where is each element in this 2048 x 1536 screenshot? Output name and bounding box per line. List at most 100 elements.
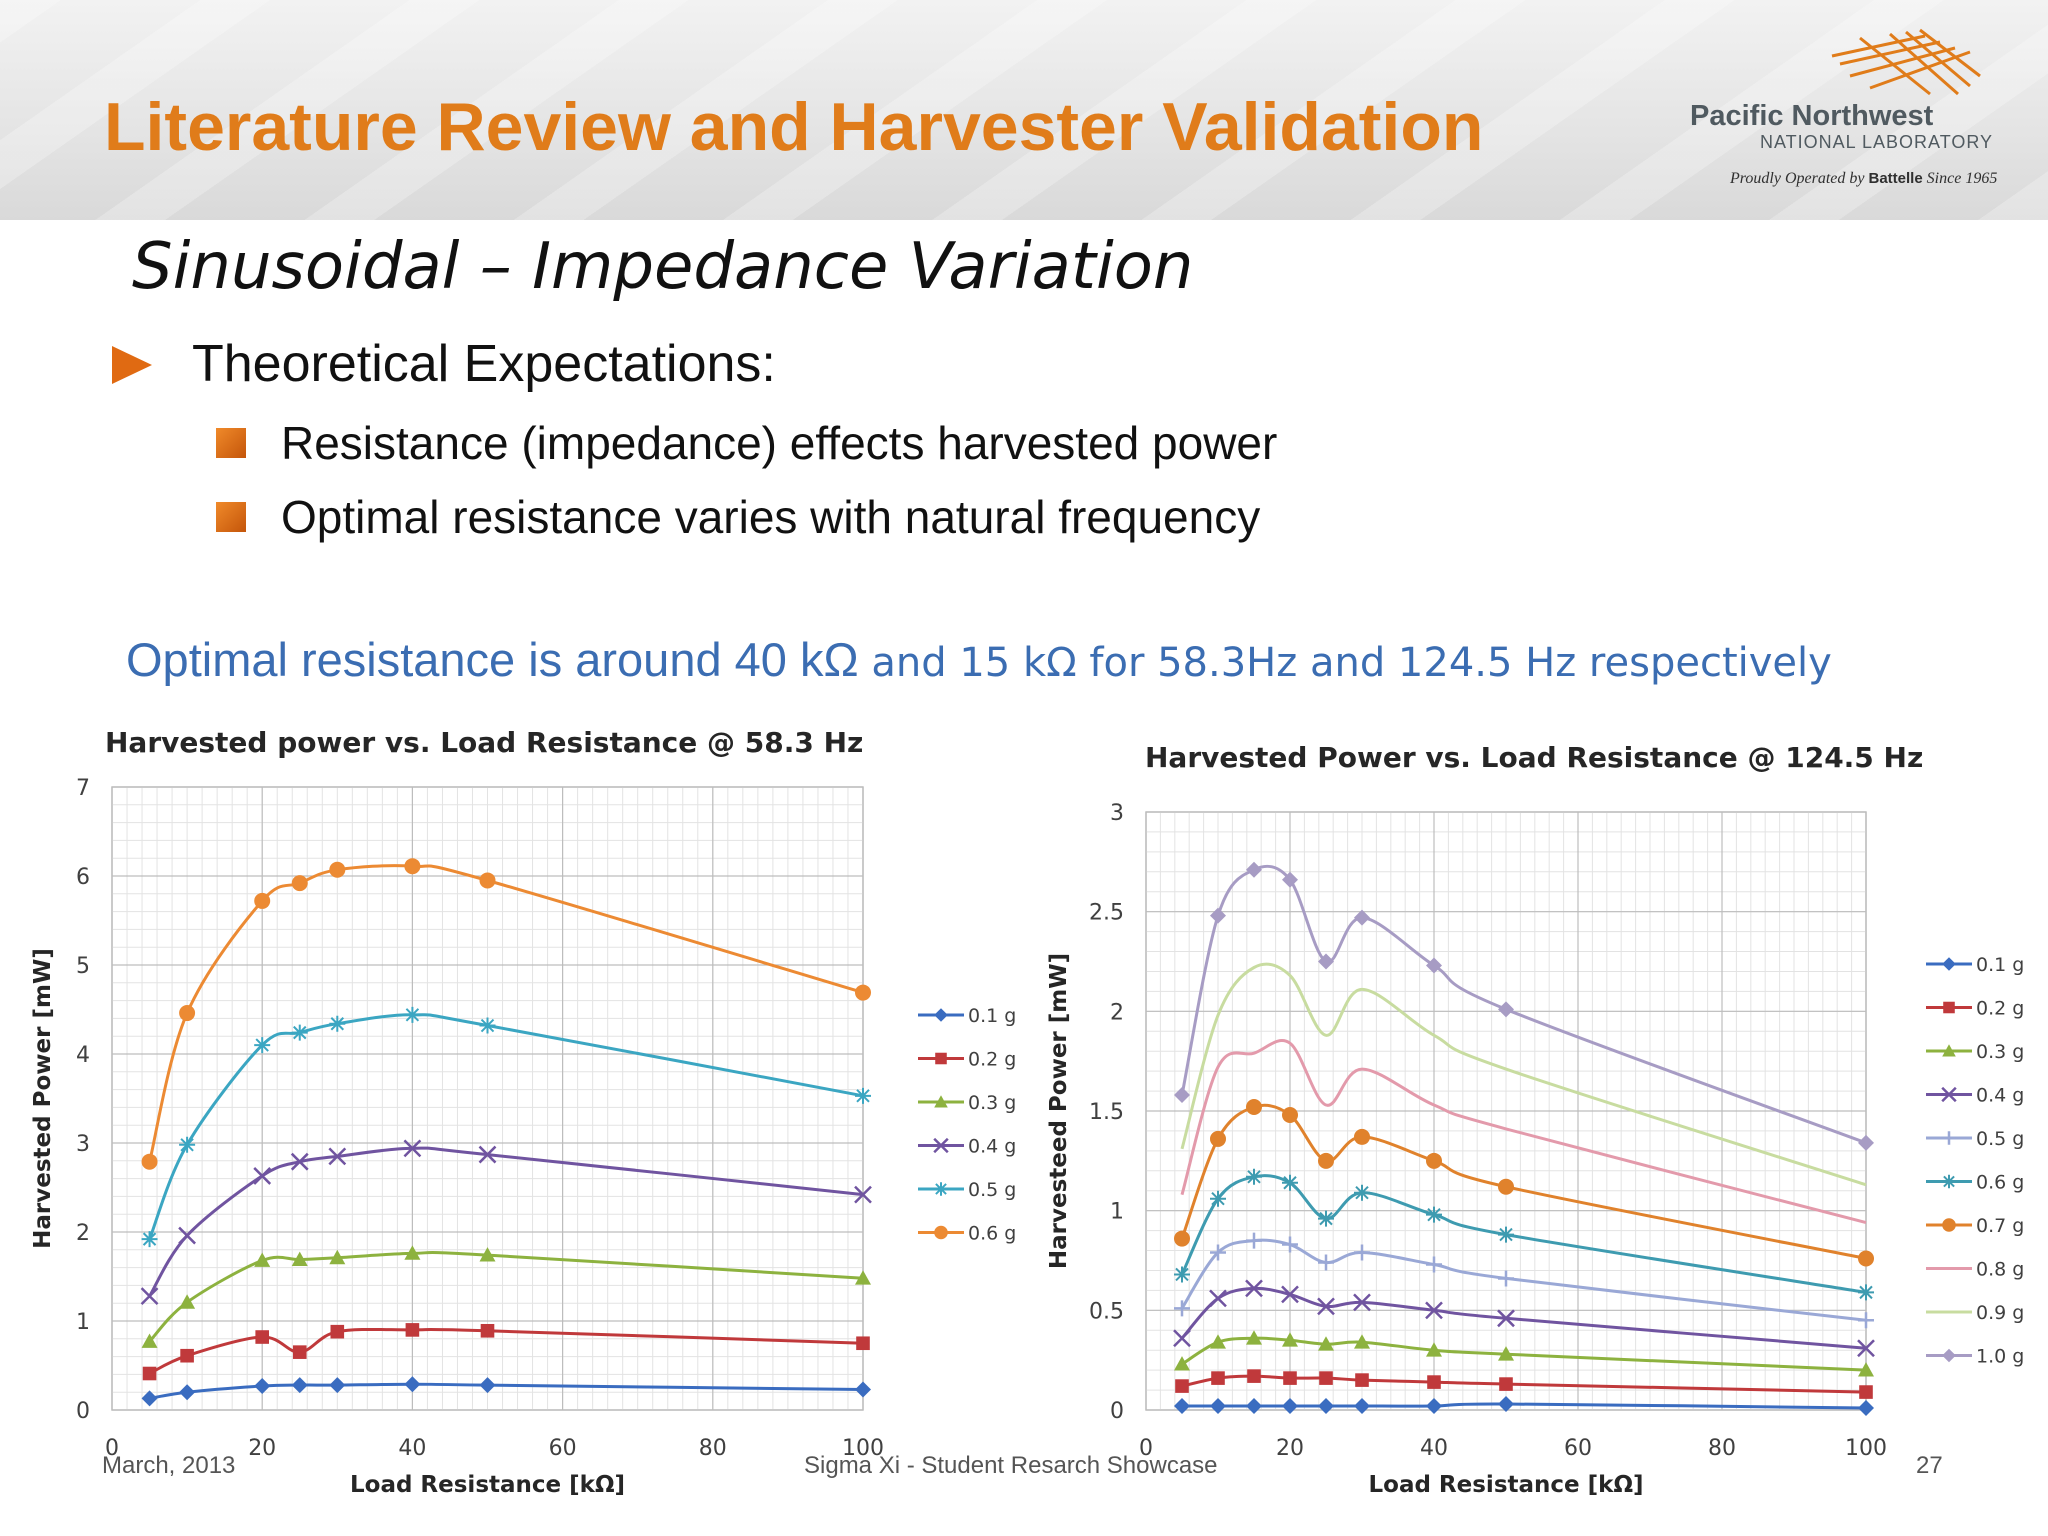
- data-point: [1210, 1130, 1226, 1147]
- data-point: [1210, 1398, 1226, 1415]
- data-point: [404, 1245, 421, 1260]
- data-point: [1354, 1244, 1370, 1261]
- data-point: [254, 1252, 271, 1267]
- chart-124hz-svg: 0 20 40 60 80 100 0 0.5 1 1.5 2 2.5 3 Harvested Power…: [1046, 741, 2024, 1498]
- y-tick-label: 2: [76, 1221, 90, 1246]
- data-point: [1174, 1266, 1190, 1283]
- series-line: [1180, 962, 1867, 1187]
- data-point: [1282, 1236, 1298, 1253]
- data-point: [934, 1225, 948, 1240]
- data-point: [1942, 1174, 1956, 1189]
- data-point: [329, 861, 346, 878]
- data-point: [180, 1348, 194, 1363]
- data-point: [1942, 1218, 1956, 1232]
- x-tick-label: 40: [1420, 1436, 1448, 1461]
- y-tick-label: 4: [76, 1043, 90, 1068]
- data-point: [854, 1185, 872, 1204]
- legend-label: 0.4 g: [1976, 1085, 2024, 1107]
- header-texture: [0, 0, 2048, 220]
- data-point: [1246, 1330, 1262, 1345]
- series-line: [148, 1327, 864, 1375]
- logo-mark-stroke: [1869, 50, 1971, 90]
- x-tick-label: 40: [398, 1436, 426, 1461]
- x-tick-label: 80: [1708, 1436, 1736, 1461]
- data-point: [1318, 1210, 1334, 1227]
- optimal-resistance-callout: Optimal resistance is around 40 kΩ and 1…: [126, 632, 1832, 687]
- bullet-sub-1: Resistance (impedance) effects harvested…: [281, 417, 1278, 469]
- data-point: [1318, 1336, 1334, 1351]
- logo-org-name: Pacific Northwest: [1690, 100, 1934, 132]
- data-point: [254, 1037, 271, 1054]
- legend-label: 0.6 g: [968, 1223, 1016, 1245]
- data-point: [1498, 1396, 1514, 1413]
- data-point: [328, 1147, 347, 1166]
- y-tick-label: 6: [76, 865, 90, 890]
- data-point: [1318, 1398, 1334, 1415]
- legend-label: 0.7 g: [1976, 1215, 2024, 1237]
- data-point: [290, 1152, 309, 1171]
- legend-label: 0.5 g: [968, 1179, 1016, 1201]
- data-point: [329, 1249, 346, 1265]
- series-line: [1180, 1103, 1867, 1260]
- chart-title: Harvested Power vs. Load Resistance @ 12…: [1145, 741, 1923, 774]
- x-tick-label: 20: [1276, 1436, 1304, 1461]
- data-point: [1858, 1284, 1874, 1301]
- data-point: [291, 1377, 308, 1394]
- slide-subtitle: Sinusoidal – Impedance Variation: [132, 230, 1194, 304]
- data-point: [1498, 1346, 1514, 1361]
- footer-date: March, 2013: [102, 1452, 236, 1479]
- data-point: [1858, 1362, 1874, 1377]
- series-line: [1181, 1336, 1867, 1372]
- x-tick-label: 80: [699, 1436, 727, 1461]
- series-line: [1181, 1374, 1867, 1394]
- series-line: [1182, 1402, 1867, 1410]
- data-point: [1246, 1099, 1262, 1116]
- data-point: [1210, 1244, 1226, 1261]
- series-line: [1180, 1174, 1867, 1294]
- data-point: [1174, 1356, 1190, 1371]
- x-tick-label: 100: [842, 1436, 884, 1461]
- chart-58hz-svg: 0 20 40 60 80 100 0 1 2 3 4 5 6 7 Harvested power vs. …: [30, 726, 1016, 1498]
- data-point: [179, 1136, 196, 1153]
- data-point: [1354, 1128, 1370, 1145]
- data-point: [1282, 1398, 1298, 1415]
- data-point: [255, 1330, 269, 1344]
- series-line: [1180, 1286, 1867, 1350]
- x-axis-label: Load Resistance [kΩ]: [1368, 1472, 1643, 1498]
- logo-mark-stroke: [1905, 30, 1971, 88]
- data-point: [478, 1145, 497, 1164]
- y-tick-label: 0: [1110, 1399, 1124, 1424]
- data-point: [1246, 1168, 1262, 1185]
- data-point: [480, 1323, 495, 1338]
- legend-label: 0.9 g: [1976, 1302, 2024, 1324]
- data-point: [1858, 1250, 1874, 1267]
- legend-label: 0.1 g: [1976, 954, 2024, 976]
- pnnl-logo-mark-icon: [1831, 28, 1981, 96]
- data-point: [403, 1139, 422, 1158]
- x-tick-label: 60: [1564, 1436, 1592, 1461]
- bullet-main: Theoretical Expectations:: [192, 335, 776, 393]
- data-point: [1426, 1152, 1442, 1169]
- data-point: [1942, 957, 1956, 971]
- data-point: [479, 1377, 496, 1394]
- y-tick-label: 1: [76, 1310, 90, 1335]
- data-point: [1942, 1348, 1956, 1363]
- data-point: [1858, 1312, 1874, 1329]
- footer-page-number: 27: [1916, 1452, 1943, 1479]
- data-point: [856, 1336, 870, 1351]
- x-tick-label: 0: [105, 1436, 119, 1461]
- bullet-sub-2: Optimal resistance varies with natural f…: [281, 491, 1261, 543]
- data-point: [1354, 909, 1370, 926]
- data-point: [479, 872, 496, 889]
- data-point: [140, 1287, 159, 1305]
- data-point: [1941, 1086, 1957, 1103]
- data-point: [1317, 1297, 1335, 1316]
- data-point: [1174, 1300, 1190, 1317]
- logo-mark-stroke: [1859, 36, 1931, 96]
- data-point: [291, 1024, 308, 1041]
- data-point: [142, 1366, 157, 1381]
- callout-part-2: and 15 kΩ for 58.3Hz and 124.5 Hz respec…: [858, 640, 1832, 686]
- data-point: [179, 1294, 196, 1309]
- legend-label: 0.1 g: [968, 1005, 1016, 1027]
- data-point: [1282, 1174, 1298, 1191]
